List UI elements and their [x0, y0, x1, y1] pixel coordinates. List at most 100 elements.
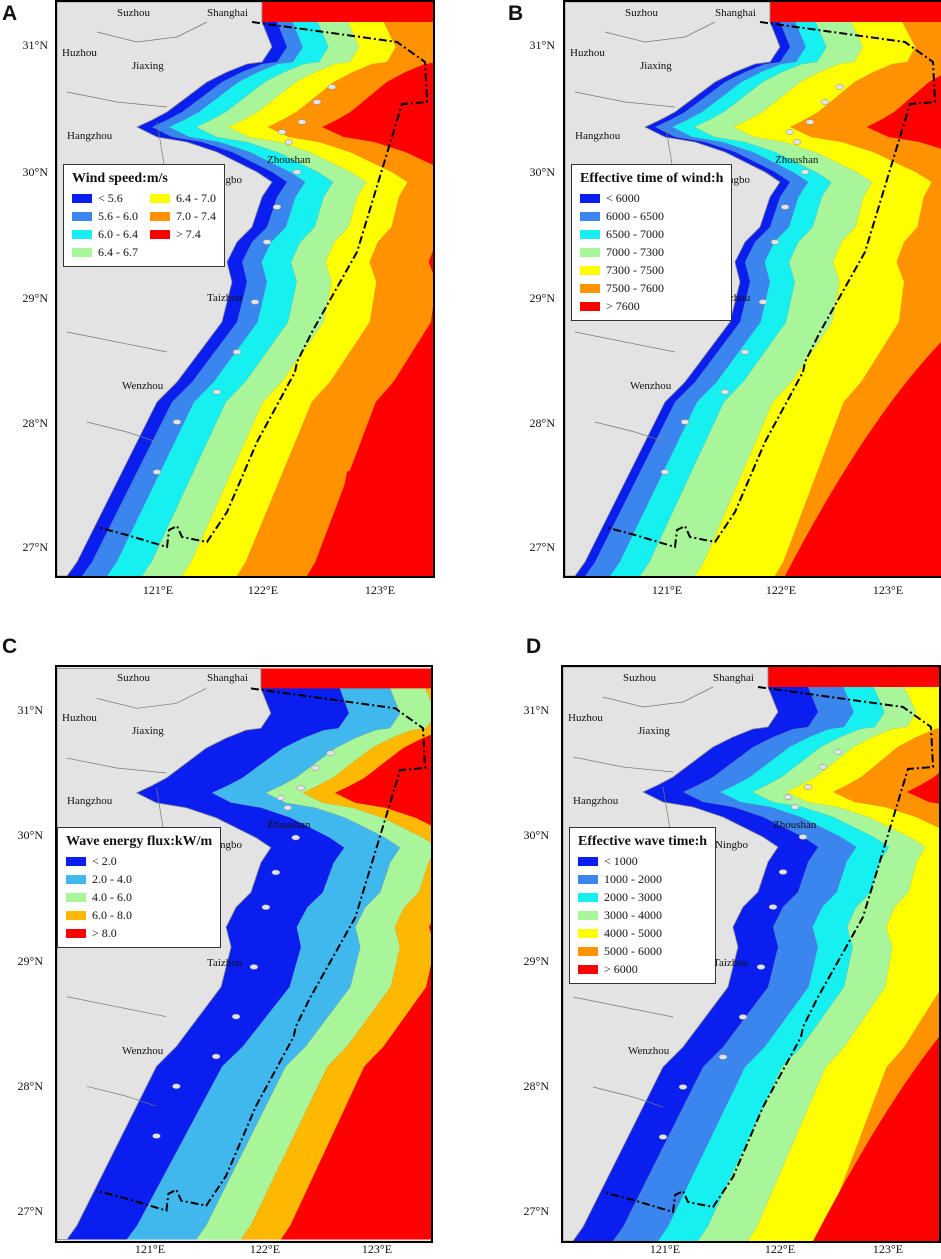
admin-border	[66, 996, 167, 1018]
lon-label: 122°E	[247, 583, 279, 597]
legend-label: 6.4 - 6.7	[98, 245, 138, 259]
legend-item: 2000 - 3000	[578, 890, 707, 905]
legend-label: < 1000	[604, 854, 638, 868]
legend-label: 6.4 - 7.0	[176, 191, 216, 205]
lat-label: 27°N	[523, 1204, 549, 1218]
legend-item: 1000 - 2000	[578, 872, 707, 887]
admin-border	[572, 996, 674, 1018]
admin-border	[86, 1085, 157, 1107]
lat-label: 31°N	[523, 703, 549, 717]
island	[803, 784, 813, 790]
map-frame: Suzhou Shanghai Huzhou Jiaxing Hangzhou Ningb…	[55, 0, 435, 578]
city-label: Jiaxing	[638, 725, 670, 737]
city-label: Suzhou	[625, 7, 658, 19]
island	[778, 869, 788, 875]
island	[249, 964, 259, 970]
legend-label: < 5.6	[98, 191, 123, 205]
legend-swatch	[578, 965, 598, 974]
island	[720, 389, 730, 395]
lat-label: 28°N	[529, 416, 555, 430]
admin-border	[66, 757, 167, 774]
island	[740, 349, 750, 355]
island	[296, 785, 305, 791]
panel-label: A	[2, 2, 18, 25]
island	[277, 129, 287, 135]
city-label: Suzhou	[117, 7, 150, 19]
city-label: Taizhou	[713, 957, 749, 969]
legend-swatch	[66, 929, 86, 938]
legend-item: 7500 - 7600	[580, 281, 723, 296]
legend-swatch	[578, 857, 598, 866]
lat-label: 30°N	[17, 828, 43, 842]
island	[800, 169, 810, 175]
city-label: Wenzhou	[628, 1045, 670, 1057]
island	[805, 119, 815, 125]
legend-swatch	[150, 230, 170, 239]
island	[327, 84, 337, 90]
legend-item: 6500 - 7000	[580, 227, 723, 242]
island	[798, 834, 808, 840]
island	[312, 99, 322, 105]
city-label: Huzhou	[62, 47, 97, 59]
lon-label: 122°E	[249, 1242, 281, 1256]
contour-band	[698, 687, 926, 1241]
contour-band	[658, 687, 890, 1241]
island	[152, 1133, 161, 1139]
city-label: Taizhou	[207, 292, 243, 304]
maritime-boundary	[602, 686, 935, 1214]
lat-label: 29°N	[17, 954, 43, 968]
legend-label: 4000 - 5000	[604, 926, 662, 940]
legend-label: 7500 - 7600	[606, 281, 664, 295]
legend-swatch	[66, 857, 86, 866]
panel-label: C	[2, 635, 18, 658]
legend-item: 7.0 - 7.4	[150, 209, 216, 224]
city-label: Huzhou	[570, 47, 605, 59]
island	[272, 204, 282, 210]
legend-item: < 5.6	[72, 191, 138, 206]
admin-border	[602, 686, 714, 708]
legend-label: 6.0 - 6.4	[98, 227, 138, 241]
legend-swatch	[66, 893, 86, 902]
legend-label: 7300 - 7500	[606, 263, 664, 277]
admin-border	[66, 91, 168, 108]
legend-label: > 6000	[604, 962, 638, 976]
contour-band	[126, 688, 401, 1240]
lon-label: 123°E	[872, 1242, 904, 1256]
legend-label: > 7600	[606, 299, 640, 313]
legend-title: Wave energy flux:kW/m	[66, 834, 213, 849]
legend-swatch	[580, 302, 600, 311]
lat-label: 27°N	[22, 540, 48, 554]
map-frame: Suzhou Shanghai Huzhou Jiaxing Hangzhou Ningb…	[561, 665, 941, 1243]
lon-label: 123°E	[361, 1242, 393, 1256]
legend-item: 4000 - 5000	[578, 926, 707, 941]
legend-swatch	[580, 266, 600, 275]
legend-item: 6.4 - 7.0	[150, 191, 216, 206]
island	[284, 139, 294, 145]
island	[768, 904, 778, 910]
legend-label: 2.0 - 4.0	[92, 872, 132, 886]
legend-label: 5000 - 6000	[604, 944, 662, 958]
island	[818, 764, 828, 770]
city-label: Taizhou	[207, 957, 243, 969]
city-label: Zhoushan	[267, 819, 311, 831]
legend-item: < 1000	[578, 854, 707, 869]
lat-label: 29°N	[523, 954, 549, 968]
island	[835, 84, 845, 90]
island	[792, 139, 802, 145]
city-label: Hangzhou	[573, 795, 619, 807]
lat-label: 27°N	[529, 540, 555, 554]
admin-border	[594, 421, 666, 443]
legend: Wind speed:m/s < 5.6 6.4 - 7.0 5.6 - 6.0 7.0…	[63, 164, 225, 267]
legend-item: 6.0 - 8.0	[66, 908, 212, 923]
city-label: Wenzhou	[630, 380, 672, 392]
city-label: Zhoushan	[775, 154, 819, 166]
lat-label: 29°N	[22, 291, 48, 305]
city-label: Shanghai	[207, 7, 248, 19]
city-label: Ningbo	[715, 839, 748, 851]
legend-label: 6500 - 7000	[606, 227, 664, 241]
island	[152, 469, 162, 475]
city-label: Wenzhou	[122, 1045, 164, 1057]
island	[211, 1053, 221, 1060]
island	[250, 299, 260, 305]
admin-border	[96, 688, 207, 709]
